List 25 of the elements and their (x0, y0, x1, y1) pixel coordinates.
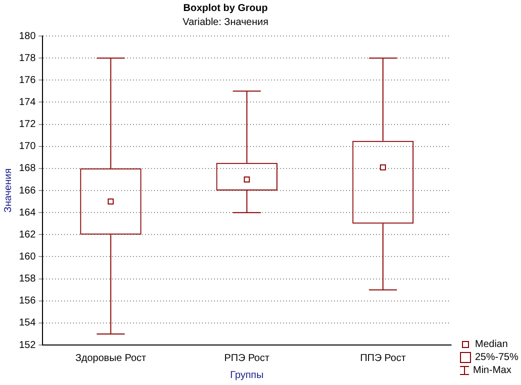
y-tick-label: 152 (18, 340, 36, 351)
y-tick-label: 166 (18, 185, 36, 196)
y-tick-label: 170 (18, 141, 36, 152)
y-tick-label: 168 (18, 163, 36, 174)
y-tick-label: 180 (18, 30, 36, 42)
y-tick-label: 158 (18, 274, 36, 285)
y-tick-label: 164 (18, 207, 36, 218)
y-tick-label: 178 (18, 52, 36, 64)
y-tick-label: 154 (18, 318, 36, 329)
y-tick-label: 174 (18, 96, 36, 108)
y-tick-label: 162 (18, 229, 36, 240)
x-tick-label: ППЭ Рост (360, 352, 406, 364)
text: Min-Max (473, 364, 512, 377)
x-axis-title: Группы (230, 370, 264, 381)
y-tick-label: 160 (18, 251, 36, 262)
chart-title: Boxplot by Group (183, 2, 268, 14)
text: Median (475, 338, 508, 351)
x-tick-label: РПЭ Рост (224, 352, 270, 364)
y-tick-label: 156 (18, 296, 36, 307)
x-tick-label: Здоровые Рост (75, 352, 147, 364)
y-axis-title: Значения (2, 168, 14, 213)
y-tick-label: 172 (18, 119, 36, 130)
text: 25%-75% (475, 351, 518, 364)
chart-subtitle: Variable: Значения (182, 16, 268, 28)
y-tick-label: 176 (18, 74, 36, 86)
